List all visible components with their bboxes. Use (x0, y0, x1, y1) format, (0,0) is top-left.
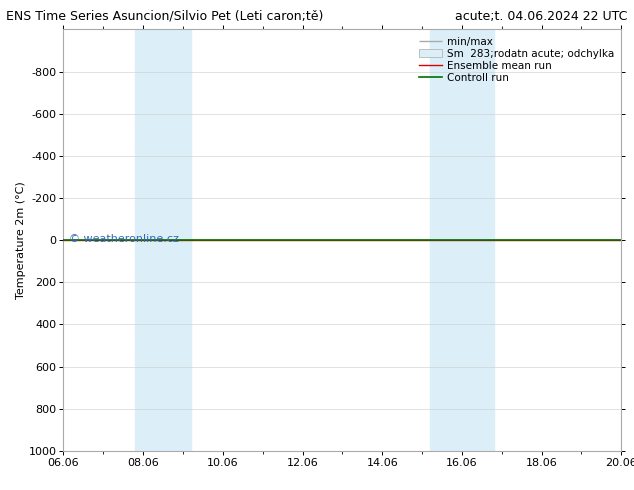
Text: acute;t. 04.06.2024 22 UTC: acute;t. 04.06.2024 22 UTC (455, 10, 628, 23)
Text: ENS Time Series Asuncion/Silvio Pet (Leti caron;tě): ENS Time Series Asuncion/Silvio Pet (Let… (6, 10, 324, 23)
Text: © weatheronline.cz: © weatheronline.cz (69, 234, 179, 244)
Legend: min/max, Sm  283;rodatn acute; odchylka, Ensemble mean run, Controll run: min/max, Sm 283;rodatn acute; odchylka, … (417, 35, 616, 85)
Y-axis label: Temperature 2m (°C): Temperature 2m (°C) (16, 181, 26, 299)
Bar (430, 29, 494, 451)
Bar (135, 29, 191, 451)
